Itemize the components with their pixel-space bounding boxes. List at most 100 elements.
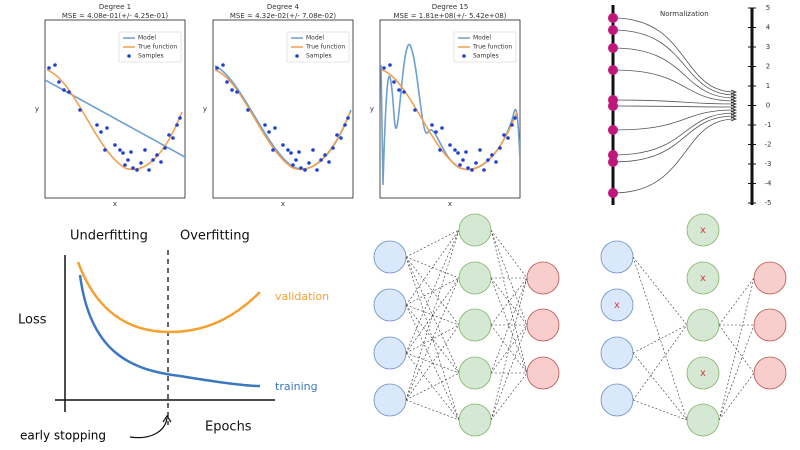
x-label: x [448,200,452,208]
sample-dot [139,161,143,165]
x-label: x [113,200,117,208]
neuron [686,213,720,247]
sample-dot [319,158,323,162]
edge [405,229,460,401]
sample-dot [297,150,301,154]
sample-dot [286,148,290,152]
neuron [753,308,787,342]
edge [718,277,755,326]
sample-dot [291,163,295,167]
edge [490,277,528,326]
sample-dot [453,148,457,152]
panel-subtitle: MSE = 4.08e-01(+/- 4.25e-01) [62,12,169,20]
sample-dot [135,168,139,172]
sample-dot [494,160,498,164]
edge [718,372,755,421]
sample-dot [299,166,303,170]
sample-dot [482,168,486,172]
sample-dot [311,148,315,152]
sample-dot [346,116,350,120]
edge [632,399,688,421]
plot-area [380,44,520,186]
sample-dot [121,151,125,155]
edge [405,256,460,421]
sample-dot [171,136,175,140]
edge [405,304,460,421]
plot-frame [212,19,354,199]
sample-dot [510,123,514,127]
sample-dot [62,88,66,92]
edge [405,324,460,401]
sample-dot [440,126,444,130]
neuron [600,383,634,417]
edge [490,277,528,421]
sample-dot [438,148,442,152]
sample-dot [327,160,331,164]
edge [718,324,755,421]
sample-dot [474,161,478,165]
dropped-mark: x [700,368,706,379]
sample-dot [129,150,133,154]
source-dot [608,125,618,135]
sample-dot [281,143,285,147]
sample-dot [167,133,171,137]
sample-dot [331,146,335,150]
neuron [373,288,407,322]
sample-dot [335,133,339,137]
neuron [458,213,492,247]
sample-dot [498,146,502,150]
tick-label: 5 [766,4,770,12]
sample-dot [307,161,311,165]
panel-subtitle: MSE = 1.81e+08(+/- 5.42e+08) [394,12,507,20]
source-dot [608,150,618,160]
sample-dot [502,133,506,137]
dropped-mark: x [700,273,706,284]
sample-dot [215,66,219,70]
legend-swatch [295,54,299,58]
sample-dot [388,63,392,67]
source-dot [608,101,618,111]
tick-label: 0 [766,102,770,110]
loss-label: Loss [18,313,47,328]
legend-label: Model [306,35,324,42]
neuron [600,288,634,322]
sample-dot [105,126,109,130]
edge [490,229,528,326]
tick-label: -3 [765,160,772,168]
sample-dot [513,116,517,120]
tick-label: -2 [765,141,772,149]
tick-label: 4 [766,24,771,32]
sample-dot [289,151,293,155]
sample-dot [151,158,155,162]
source-dot [608,157,618,167]
arrow [129,417,168,439]
edge [490,324,528,421]
legend-label: Samples [306,53,332,60]
legend-label: Samples [138,53,164,60]
training-curve [78,274,261,388]
edge [632,256,688,326]
mapping-curve [612,47,736,99]
legend-label: True function [472,44,512,51]
mapping-curve [612,109,736,131]
normalization-title: Normalization [660,10,709,18]
sample-dot [303,168,307,172]
legend-label: True function [137,44,177,51]
model-curve [380,44,520,186]
plot-area [214,63,352,172]
dropped-mark: x [614,300,620,311]
mapping-curve [612,118,736,194]
dropped-mark: x [700,225,706,236]
sample-dot [103,148,107,152]
arrow-head [162,414,172,423]
panel-title: Degree 15 [432,3,469,11]
source-dot [608,13,618,23]
training-label: training [275,380,318,393]
neuron [526,356,560,390]
tick-label: -1 [765,121,772,129]
early-stopping-panel: Underfitting Overfitting Loss Epochs val… [18,229,329,443]
legend-label: Model [138,35,156,42]
